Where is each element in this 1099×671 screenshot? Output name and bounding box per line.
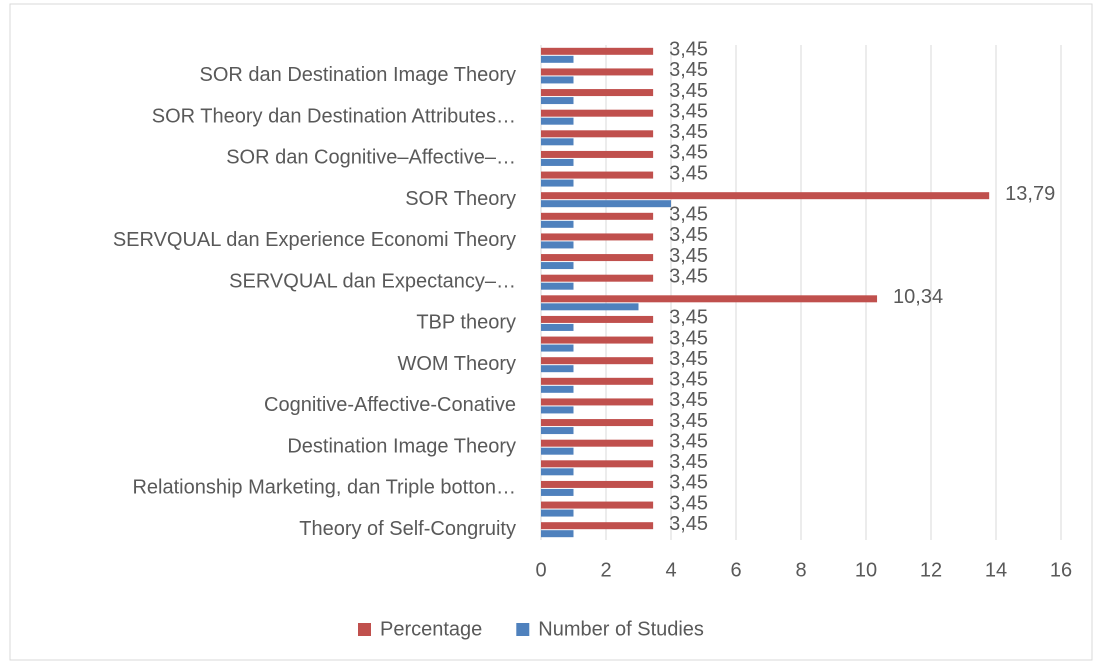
bar [541,501,654,509]
data-label: 3,45 [669,245,708,267]
data-label: 3,45 [669,307,708,329]
bar [541,406,574,414]
bar [541,171,654,179]
legend-label: Number of Studies [538,618,704,640]
y-tick-label: SOR Theory [405,188,516,210]
bar [541,365,574,373]
bar [541,220,574,228]
y-tick-label: Destination Image Theory [287,435,516,457]
bar [541,468,574,476]
data-label: 3,45 [669,348,708,370]
data-label: 3,45 [669,389,708,411]
bar [541,398,654,406]
data-label: 3,45 [669,100,708,122]
data-label: 3,45 [669,59,708,81]
bar [541,522,654,530]
bar [541,530,574,538]
data-label: 3,45 [669,162,708,184]
bar [541,212,654,220]
bar [541,68,654,76]
data-label: 3,45 [669,265,708,287]
bar [541,200,671,208]
bar [541,488,574,496]
bar [541,55,574,63]
bar [541,447,574,455]
bar [541,282,574,290]
data-label: 3,45 [669,430,708,452]
bar [541,130,654,138]
bar [541,323,574,331]
y-tick-label: Theory of Self-Congruity [299,518,516,540]
y-tick-label: Cognitive-Affective-Conative [264,394,516,416]
data-label: 3,45 [669,472,708,494]
data-label: 3,45 [669,204,708,226]
x-tick-label: 12 [920,559,942,581]
bar [541,419,654,427]
bar [541,117,574,125]
bar [541,509,574,517]
bar [541,480,654,488]
legend-label: Percentage [380,618,482,640]
bar [541,89,654,97]
data-label: 3,45 [669,39,708,61]
bar [541,76,574,84]
data-label: 3,45 [669,451,708,473]
data-label: 3,45 [669,142,708,164]
y-tick-label: SERVQUAL dan Experience Economi Theory [113,229,516,251]
y-tick-label: SOR dan Cognitive–Affective–… [226,147,516,169]
data-label: 3,45 [669,80,708,102]
x-tick-label: 10 [855,559,877,581]
bar [541,179,574,187]
bar [541,97,574,105]
x-tick-label: 4 [665,559,676,581]
data-label: 13,79 [1005,183,1055,205]
bar [541,192,990,200]
bar [541,274,654,282]
bar [541,303,639,311]
data-label: 10,34 [893,286,943,308]
bar [541,439,654,447]
bar [541,158,574,166]
y-tick-label: SOR Theory dan Destination Attributes… [152,105,516,127]
bar [541,150,654,158]
data-label: 3,45 [669,224,708,246]
x-tick-label: 2 [600,559,611,581]
data-label: 3,45 [669,410,708,432]
y-tick-label: Relationship Marketing, dan Triple botto… [132,477,516,499]
bar [541,109,654,117]
x-tick-label: 0 [535,559,546,581]
data-label: 3,45 [669,327,708,349]
bar [541,427,574,435]
bar [541,460,654,468]
bar [541,377,654,385]
bar [541,357,654,365]
y-tick-label: TBP theory [416,312,516,334]
legend-swatch [516,623,530,636]
bar [541,262,574,270]
bar [541,336,654,344]
bar [541,233,654,241]
bar [541,241,574,249]
bar [541,254,654,262]
bar [541,295,878,303]
x-tick-label: 16 [1050,559,1072,581]
y-tick-label: WOM Theory [397,353,516,375]
y-tick-label: SOR dan Destination Image Theory [200,64,516,86]
data-label: 3,45 [669,369,708,391]
bar [541,385,574,393]
legend-swatch [358,623,371,636]
x-tick-label: 14 [985,559,1007,581]
x-tick-label: 6 [730,559,741,581]
bar [541,47,654,55]
data-label: 3,45 [669,513,708,535]
bar [541,315,654,323]
data-label: 3,45 [669,492,708,514]
bar [541,344,574,352]
bar [541,138,574,146]
y-tick-label: SERVQUAL dan Expectancy–… [229,270,516,292]
x-tick-label: 8 [795,559,806,581]
data-label: 3,45 [669,121,708,143]
